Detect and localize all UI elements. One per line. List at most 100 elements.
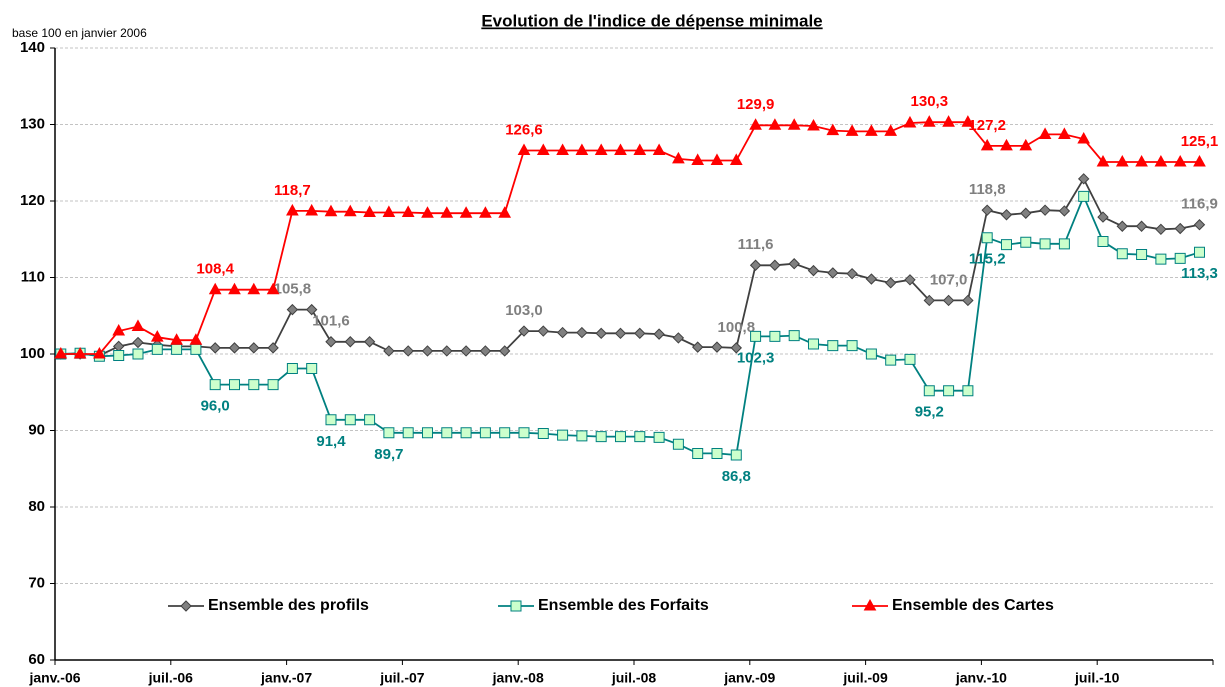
marker: [1078, 190, 1090, 202]
marker: [652, 143, 666, 156]
marker: [1115, 154, 1129, 167]
marker: [1135, 154, 1148, 167]
x-tick-label: juil.-09: [842, 670, 888, 686]
marker: [827, 340, 839, 352]
marker: [594, 143, 608, 156]
marker: [1116, 248, 1128, 260]
data-label: 96,0: [201, 398, 230, 415]
y-axis-label: base 100 en janvier 2006: [12, 26, 147, 40]
marker: [537, 325, 549, 337]
data-label: 115,2: [969, 251, 1006, 268]
marker: [846, 267, 858, 280]
marker: [1058, 238, 1070, 250]
data-label: 103,0: [505, 302, 543, 319]
marker: [93, 346, 106, 359]
marker: [845, 124, 859, 136]
x-tick-label: janv.-08: [492, 670, 544, 686]
marker: [228, 342, 241, 354]
x-tick-label: juil.-10: [1074, 670, 1120, 686]
marker: [943, 385, 955, 397]
x-tick-label: janv.-06: [28, 670, 80, 686]
marker: [923, 385, 935, 397]
marker: [730, 342, 742, 354]
marker: [595, 431, 607, 443]
marker: [286, 203, 299, 216]
marker: [344, 336, 356, 348]
marker: [1097, 211, 1109, 223]
marker: [691, 153, 705, 165]
marker: [113, 350, 125, 362]
marker: [904, 353, 916, 365]
marker: [170, 333, 183, 345]
marker: [865, 348, 877, 360]
marker: [653, 328, 665, 340]
marker: [614, 143, 627, 156]
marker: [961, 115, 975, 127]
marker: [826, 123, 840, 136]
marker: [788, 330, 800, 342]
marker: [1136, 249, 1148, 261]
marker: [536, 143, 550, 156]
x-tick-label: janv.-07: [260, 670, 312, 686]
marker: [363, 205, 376, 217]
marker: [498, 345, 511, 357]
y-tick-label: 140: [20, 39, 45, 56]
legend-label: Ensemble des Forfaits: [538, 597, 709, 614]
marker: [1038, 127, 1052, 139]
marker: [1174, 222, 1186, 235]
marker: [460, 427, 472, 439]
data-label: 126,6: [505, 121, 543, 138]
marker: [305, 203, 319, 216]
marker: [787, 118, 801, 130]
marker: [904, 274, 916, 286]
marker: [672, 151, 685, 164]
marker: [1000, 239, 1012, 251]
marker: [1077, 131, 1091, 144]
marker: [1193, 219, 1206, 231]
marker: [1020, 236, 1032, 248]
marker: [692, 447, 704, 459]
marker: [634, 327, 646, 340]
marker: [749, 259, 762, 271]
marker: [517, 143, 531, 156]
marker: [518, 427, 530, 439]
marker: [286, 303, 299, 316]
marker: [151, 343, 163, 355]
marker: [325, 414, 337, 426]
marker: [885, 354, 897, 366]
marker: [479, 427, 491, 439]
data-label: 125,1: [1181, 133, 1219, 150]
marker: [710, 153, 724, 165]
marker: [1155, 253, 1167, 265]
marker: [980, 138, 994, 151]
x-tick-label: juil.-06: [148, 670, 194, 686]
marker: [865, 124, 878, 136]
chart-title: Evolution de l'indice de dépense minimal…: [481, 11, 822, 30]
marker: [807, 338, 819, 350]
marker: [1077, 173, 1090, 185]
marker: [479, 345, 492, 357]
data-label: 116,9: [1181, 196, 1218, 213]
y-tick-label: 110: [21, 268, 45, 285]
marker: [479, 206, 492, 218]
marker: [208, 282, 222, 295]
marker: [421, 345, 434, 357]
marker: [923, 294, 935, 307]
marker: [1193, 246, 1205, 258]
legend-label: Ensemble des profils: [208, 597, 369, 614]
data-label: 89,7: [374, 446, 403, 463]
marker: [401, 205, 415, 217]
y-tick-label: 70: [28, 574, 45, 591]
data-label: 108,4: [196, 261, 234, 278]
marker: [788, 258, 800, 270]
marker: [614, 327, 627, 340]
data-label: 130,3: [911, 93, 949, 110]
marker: [459, 206, 473, 218]
marker: [981, 232, 993, 244]
marker: [402, 345, 414, 357]
marker: [749, 118, 762, 130]
marker: [460, 345, 472, 357]
y-tick-label: 120: [20, 192, 45, 209]
